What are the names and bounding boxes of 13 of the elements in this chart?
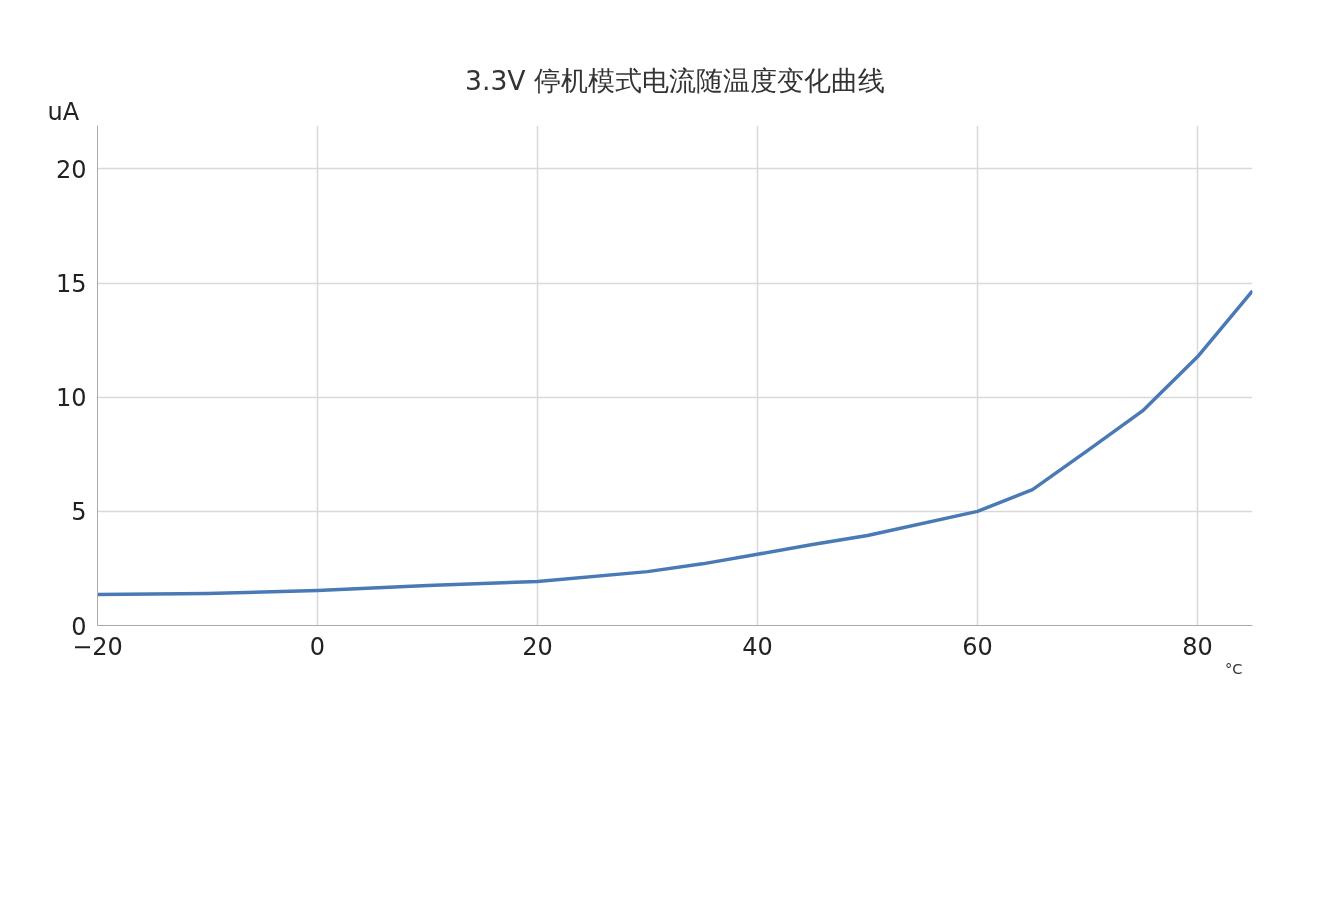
x-tick-label: 0 — [309, 632, 326, 661]
y-axis-title: uA — [47, 97, 80, 126]
y-tick-label: 20 — [55, 155, 87, 184]
x-axis-title: °C — [1224, 659, 1243, 677]
line-series — [97, 289, 1253, 597]
chart-title: 3.3V 停机模式电流随温度变化曲线 — [464, 64, 886, 96]
y-tick-label: 15 — [55, 270, 87, 299]
x-tick-label: 40 — [742, 632, 773, 661]
y-tick-label: 10 — [55, 384, 87, 413]
x-tick-label: 20 — [522, 632, 553, 661]
x-tick-label: 80 — [1182, 632, 1213, 661]
x-tick-label: 60 — [962, 632, 993, 661]
y-tick-label: 5 — [71, 498, 87, 527]
